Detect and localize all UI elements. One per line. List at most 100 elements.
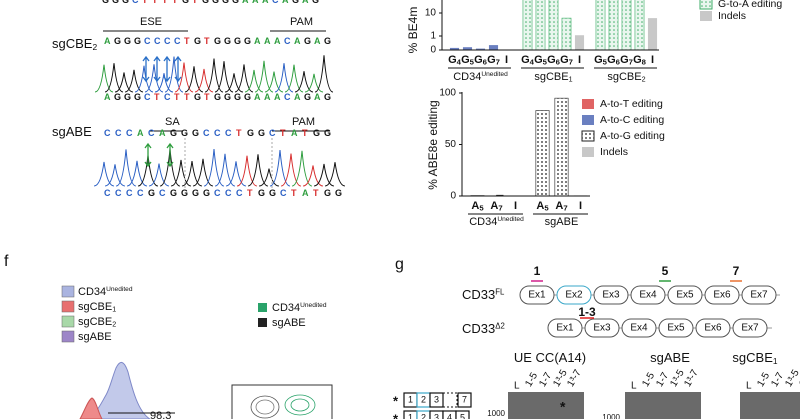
peak: [225, 161, 247, 187]
peak: [214, 61, 234, 93]
x-tick-label: I: [579, 200, 582, 212]
text: CD33: [462, 287, 495, 302]
exon: [695, 318, 731, 338]
transcript-label: 2: [421, 412, 426, 419]
transcript-label: 3: [434, 394, 439, 404]
group-label: CD34Unedited: [469, 216, 524, 228]
lane-label: 1-7: [654, 370, 671, 388]
legend-swatch: [582, 99, 594, 109]
legend-label: sgABE: [272, 317, 306, 329]
transcript-label: 1: [408, 394, 413, 404]
text: CD34: [78, 286, 106, 298]
legend-label: Indels: [718, 10, 746, 22]
peak: [324, 162, 346, 187]
motif: SA: [165, 116, 180, 128]
histogram: [79, 362, 151, 419]
peak: [203, 148, 225, 187]
sup: Δ2: [495, 322, 505, 331]
legend-label: G-to-A editing: [718, 0, 782, 10]
text: CD34: [453, 71, 481, 83]
exon: [556, 285, 592, 305]
peak: [234, 64, 254, 93]
pam: PAM: [292, 116, 315, 128]
text: sgABE: [545, 216, 579, 228]
exon: [667, 285, 703, 305]
legend-swatch: [700, 11, 712, 21]
peak: [105, 164, 125, 187]
x-tick-label: A7: [490, 200, 502, 213]
band-star: *: [560, 399, 566, 415]
sup: FL: [495, 288, 505, 297]
gap: [442, 392, 458, 408]
peak: [264, 71, 284, 93]
peak: [194, 68, 214, 93]
peak: [254, 60, 274, 93]
transcript-star: *: [393, 393, 399, 408]
transcript-label: 2: [421, 394, 426, 404]
group-label: sgABE: [545, 216, 579, 228]
contour: [290, 398, 310, 412]
peak: [244, 69, 264, 93]
peak: [274, 63, 294, 93]
legend-label: A-to-G editing: [600, 130, 665, 142]
bar: [595, 0, 606, 51]
text: CD34: [469, 216, 497, 228]
legend-label: Indels: [600, 146, 628, 158]
contour: [250, 395, 280, 419]
peak: [259, 168, 279, 187]
bar: [488, 45, 499, 50]
peak: [144, 64, 164, 93]
text: sgABE: [78, 331, 112, 343]
motif: ESE: [140, 16, 162, 28]
peak: [304, 73, 324, 93]
gel: [625, 392, 701, 419]
bar: [535, 0, 546, 51]
peak: [192, 158, 214, 187]
transcript-label: 4: [447, 412, 452, 419]
peak: [164, 56, 184, 93]
text: sgCBE: [607, 71, 641, 83]
sub: 2: [92, 42, 97, 52]
peak: [314, 163, 334, 187]
y-tick-label: 100: [439, 88, 456, 99]
peak: [184, 66, 204, 93]
lane-label: L: [631, 381, 637, 392]
sample-label: sgCBE2: [52, 36, 97, 52]
group-label: sgCBE2: [607, 71, 645, 83]
exon-label: Ex1: [556, 323, 574, 334]
edit-arrow: [153, 55, 161, 83]
peak: [104, 63, 124, 93]
y-tick-label: 0: [450, 191, 456, 202]
peak: [294, 71, 314, 93]
lane-label: 1³-7: [682, 368, 701, 389]
sub: 2: [642, 75, 646, 83]
exon-label: Ex3: [602, 290, 620, 301]
sub: 1: [112, 305, 116, 313]
legend-label: sgABE: [78, 331, 112, 343]
peak: [126, 160, 148, 187]
legend-label: A-to-C editing: [600, 114, 664, 126]
bar: [475, 48, 486, 50]
legend-swatch: [699, 0, 713, 10]
exon: [704, 285, 740, 305]
isoform-label: CD33FL: [462, 287, 505, 302]
primer: 1: [534, 264, 541, 278]
peak: [124, 69, 144, 93]
peak: [303, 165, 323, 187]
x-tick-label: G4: [448, 54, 462, 67]
exon: [630, 285, 666, 305]
exon-label: Ex4: [639, 290, 657, 301]
gel: [508, 392, 584, 419]
y-axis-label: % BE4m: [406, 7, 420, 54]
edit-arrow: [144, 142, 152, 168]
x-tick-label: I: [651, 54, 654, 66]
group-label: CD34Unedited: [453, 71, 508, 83]
peak: [236, 155, 258, 187]
text: sgCBE: [534, 71, 568, 83]
y-tick-label: 50: [445, 139, 457, 150]
legend-swatch: [582, 115, 594, 125]
y-tick-label: 10: [425, 8, 437, 19]
